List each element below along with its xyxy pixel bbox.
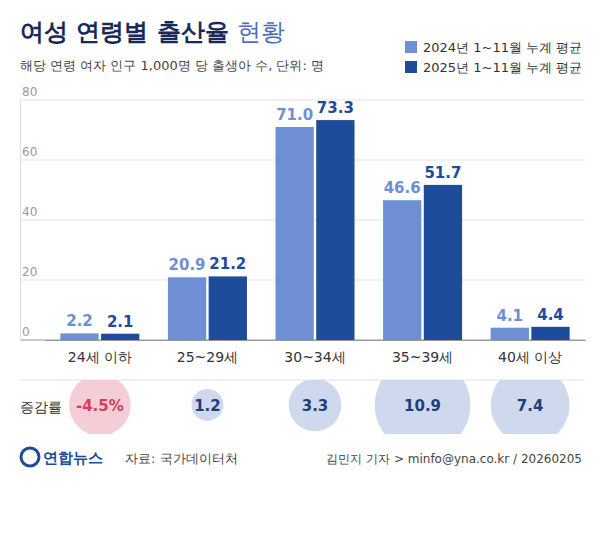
bar bbox=[275, 127, 313, 340]
legend-label: 2025년 1~11월 누계 평균 bbox=[423, 60, 582, 75]
footer: 연합뉴스 자료: 국가데이터처 김민지 기자 > minfo@yna.co.kr /… bbox=[21, 448, 582, 467]
rate-bubble bbox=[375, 380, 471, 434]
rate-value: -4.5% bbox=[76, 397, 124, 415]
y-tick-label: 0 bbox=[22, 325, 30, 339]
title-main: 여성 연령별 출산율 bbox=[20, 18, 237, 46]
grid bbox=[20, 100, 585, 340]
source: 자료: 국가데이터처 bbox=[125, 451, 238, 466]
logo-icon bbox=[21, 448, 39, 466]
y-tick: 60 bbox=[20, 145, 37, 160]
x-tick: 35~39세 bbox=[392, 340, 453, 365]
rate-value: 7.4 bbox=[517, 397, 544, 415]
x-tick-label: 40세 이상 bbox=[498, 349, 562, 365]
y-tick-label: 20 bbox=[22, 265, 37, 279]
bar bbox=[316, 120, 354, 340]
bar bbox=[531, 327, 569, 340]
y-tick-label: 40 bbox=[22, 205, 37, 219]
data-label: 46.6 bbox=[384, 179, 421, 197]
legend-swatch bbox=[405, 61, 417, 73]
y-tick: 20 bbox=[20, 265, 37, 280]
rate-bubbles bbox=[69, 380, 569, 434]
legend: 2024년 1~11월 누계 평균 2025년 1~11월 누계 평균 bbox=[405, 40, 582, 75]
title: 여성 연령별 출산율 현황 bbox=[20, 18, 285, 46]
x-tick: 24세 이하 bbox=[68, 340, 132, 365]
x-axis: 24세 이하 25~29세 30~34세 35~39세 40세 이상 bbox=[46, 340, 586, 365]
x-tick: 30~34세 bbox=[284, 340, 345, 365]
x-axis-line bbox=[46, 340, 586, 341]
subtitle: 해당 연령 여자 인구 1,000명 당 출생아 수, 단위: 명 bbox=[20, 58, 324, 73]
data-label: 2.1 bbox=[107, 313, 134, 331]
data-label: 2.2 bbox=[66, 312, 93, 330]
data-label: 73.3 bbox=[317, 99, 354, 117]
bars bbox=[60, 120, 569, 340]
rate-value: 1.2 bbox=[194, 397, 221, 415]
rate-value: 10.9 bbox=[404, 397, 441, 415]
y-tick: 0 bbox=[20, 325, 30, 340]
y-tick-label: 80 bbox=[22, 85, 37, 99]
y-axis-line bbox=[20, 101, 21, 341]
data-label: 21.2 bbox=[209, 255, 246, 273]
rate-bubble bbox=[491, 380, 570, 434]
x-tick-label: 24세 이하 bbox=[68, 349, 132, 365]
title-rest: 현황 bbox=[237, 18, 285, 46]
bar bbox=[383, 200, 421, 340]
x-tick-label: 35~39세 bbox=[392, 349, 453, 365]
rate-bubble bbox=[289, 380, 342, 431]
grid-line bbox=[20, 100, 585, 101]
credit: 김민지 기자 > minfo@yna.co.kr / 20260205 bbox=[326, 452, 582, 466]
data-label: 51.7 bbox=[424, 164, 461, 182]
bar bbox=[60, 333, 98, 340]
rate-labels: -4.5% 1.2 3.3 10.9 7.4 bbox=[76, 397, 543, 415]
data-label: 4.1 bbox=[496, 307, 523, 325]
y-tick-label: 60 bbox=[22, 145, 37, 159]
data-label: 20.9 bbox=[169, 256, 206, 274]
x-tick-label: 25~29세 bbox=[177, 349, 238, 365]
y-tick: 80 bbox=[20, 85, 37, 100]
x-tick: 40세 이상 bbox=[498, 340, 562, 365]
data-labels: 2.2 20.9 71.0 46.6 4.1 2.1 21.2 73.3 51.7 4.4 bbox=[66, 99, 564, 331]
bar bbox=[424, 185, 462, 340]
x-tick-label: 30~34세 bbox=[284, 349, 345, 365]
logo: 연합뉴스 bbox=[43, 449, 103, 467]
rate-bubble bbox=[192, 389, 224, 421]
rate-label: 증감률 bbox=[20, 399, 62, 415]
data-label: 71.0 bbox=[276, 106, 313, 124]
rate-bubble bbox=[69, 380, 131, 434]
data-label: 4.4 bbox=[537, 306, 564, 324]
legend-label: 2024년 1~11월 누계 평균 bbox=[423, 40, 582, 55]
bar bbox=[168, 277, 206, 340]
y-axis: 0 20 40 60 80 bbox=[20, 85, 37, 340]
bar bbox=[491, 328, 529, 340]
legend-swatch bbox=[405, 41, 417, 53]
y-tick: 40 bbox=[20, 205, 37, 220]
x-tick: 25~29세 bbox=[177, 340, 238, 365]
chart-container: 여성 연령별 출산율 현황해당 연령 여자 인구 1,000명 당 출생아 수,… bbox=[0, 0, 600, 533]
rate-value: 3.3 bbox=[302, 397, 329, 415]
bar bbox=[101, 334, 139, 340]
chart-svg: 여성 연령별 출산율 현황해당 연령 여자 인구 1,000명 당 출생아 수,… bbox=[0, 0, 600, 533]
bar bbox=[209, 276, 247, 340]
